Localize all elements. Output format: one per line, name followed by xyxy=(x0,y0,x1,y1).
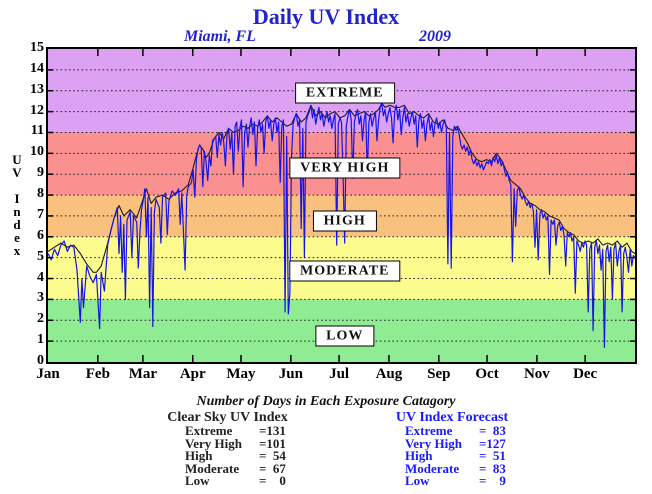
y-tick-15: 15 xyxy=(30,40,44,55)
y-tick-5: 5 xyxy=(37,248,44,264)
stats-row-very-high: Very High =127 xyxy=(405,435,506,451)
band-label-very-high: VERY HIGH xyxy=(289,157,401,179)
y-tick-4: 4 xyxy=(37,269,44,285)
x-tick-jan: Jan xyxy=(36,366,60,382)
x-tick-sep: Sep xyxy=(427,366,451,382)
x-tick-jun: Jun xyxy=(278,366,303,382)
stats-row-very-high: Very High =101 xyxy=(185,435,286,451)
y-tick-9: 9 xyxy=(37,165,44,181)
y-tick-8: 8 xyxy=(37,186,44,202)
stats-row-moderate: Moderate = 83 xyxy=(405,460,506,476)
x-tick-nov: Nov xyxy=(523,366,550,382)
x-tick-feb: Feb xyxy=(85,366,110,382)
band-label-extreme: EXTREME xyxy=(294,82,395,104)
stats-row-high: High = 54 xyxy=(185,448,286,464)
y-tick-1: 1 xyxy=(37,332,44,348)
forecast-stats: Extreme = 83 Very High =127 High = 51 Moderate… xyxy=(405,423,506,489)
page-title: Daily UV Index xyxy=(252,4,400,29)
x-tick-mar: Mar xyxy=(128,366,158,382)
y-tick-10: 10 xyxy=(30,144,44,160)
forecast-stats-heading: UV Index Forecast xyxy=(395,410,509,425)
y-tick-2: 2 xyxy=(37,311,44,327)
y-axis-label: U V I n d e x xyxy=(12,152,22,258)
band-label-high: HIGH xyxy=(312,210,377,232)
location-subtitle: Miami, FL xyxy=(183,28,256,45)
x-tick-apr: Apr xyxy=(179,366,206,382)
x-tick-jul: Jul xyxy=(329,366,350,382)
y-tick-12: 12 xyxy=(30,102,44,118)
clear-sky-stats: Extreme =131 Very High =101 High = 54 Moderate… xyxy=(185,423,286,489)
stats-row-moderate: Moderate = 67 xyxy=(185,460,286,476)
x-tick-may: May xyxy=(226,366,256,382)
band-label-low: LOW xyxy=(315,325,375,347)
year-subtitle: 2009 xyxy=(419,28,451,45)
y-tick-14: 14 xyxy=(30,60,44,76)
plot-area: EXTREME VERY HIGH HIGH MODERATE LOW xyxy=(46,47,637,364)
stats-row-extreme: Extreme = 83 xyxy=(405,423,506,438)
y-tick-7: 7 xyxy=(37,206,44,222)
clear-sky-stats-heading: Clear Sky UV Index xyxy=(167,410,288,425)
series-uv-index-forecast xyxy=(48,102,635,348)
footer-caption: Number of Days in Each Exposure Catagory xyxy=(196,394,456,409)
stats-row-low: Low = 9 xyxy=(405,473,506,489)
y-tick-13: 13 xyxy=(30,81,44,97)
y-tick-0: 0 xyxy=(37,353,44,368)
y-tick-6: 6 xyxy=(37,227,44,243)
stats-row-extreme: Extreme =131 xyxy=(185,423,286,438)
band-label-moderate: MODERATE xyxy=(289,260,401,282)
stats-row-high: High = 51 xyxy=(405,448,506,464)
y-tick-3: 3 xyxy=(37,290,44,306)
x-tick-oct: Oct xyxy=(475,366,499,382)
x-tick-aug: Aug xyxy=(375,366,403,382)
stats-row-low: Low = 0 xyxy=(185,473,286,489)
x-tick-dec: Dec xyxy=(573,366,598,382)
y-tick-11: 11 xyxy=(30,123,44,139)
series-clear-sky-uv-index xyxy=(48,102,635,273)
